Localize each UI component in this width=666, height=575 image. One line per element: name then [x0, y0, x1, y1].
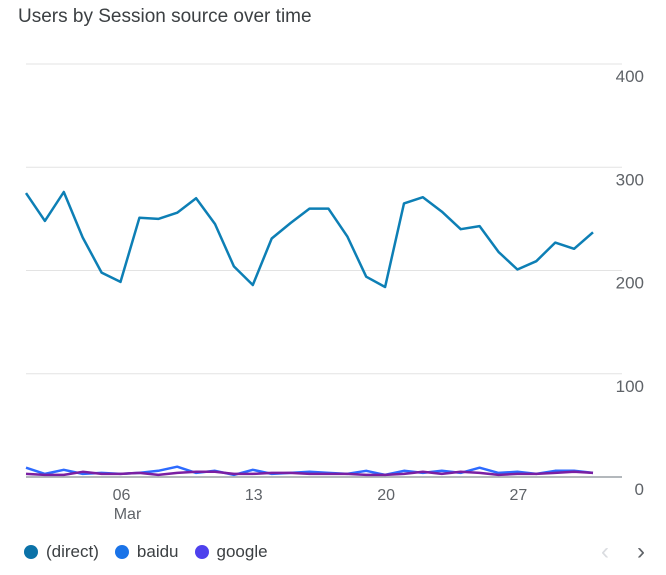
- series-line-google[interactable]: [25, 470, 594, 477]
- legend-label-google: google: [216, 542, 268, 561]
- legend: (direct) baidu google: [24, 542, 284, 562]
- legend-label-baidu: baidu: [136, 542, 179, 561]
- series-lines: [24, 190, 594, 477]
- previous-page-chevron-icon[interactable]: ‹: [601, 538, 609, 565]
- legend-item-baidu[interactable]: baidu: [114, 542, 179, 562]
- legend-swatch-google: [194, 545, 209, 559]
- y-axis-tick-label: 100: [616, 377, 644, 396]
- legend-swatch-baidu: [114, 545, 129, 559]
- legend-item-google[interactable]: google: [194, 542, 268, 562]
- y-axis-tick-labels: 400 300 200 100 0: [616, 67, 644, 499]
- x-axis-tick-labels: 06 Mar 13 20 27: [113, 487, 528, 523]
- x-axis-tick-label: 27: [510, 487, 528, 504]
- y-axis-tick-label: 300: [616, 170, 644, 189]
- x-axis-tick-label: 06: [113, 487, 131, 504]
- x-axis-tick-label: 20: [377, 487, 395, 504]
- series-line-direct[interactable]: [24, 190, 594, 289]
- legend-item-direct[interactable]: (direct): [24, 542, 99, 562]
- legend-swatch-direct: [24, 545, 38, 559]
- y-axis-tick-label: 400: [616, 67, 644, 86]
- x-axis-month-label: Mar: [114, 506, 142, 523]
- x-axis-tick-label: 13: [245, 487, 263, 504]
- y-axis-tick-label: 200: [616, 274, 644, 293]
- next-page-chevron-icon[interactable]: ›: [637, 538, 645, 565]
- chart-title: Users by Session source over time: [18, 6, 312, 27]
- gridlines: [26, 63, 622, 478]
- line-chart: 400 300 200 100 0 06 Mar 13 20 27: [24, 63, 644, 523]
- legend-label-direct: (direct): [46, 542, 99, 561]
- legend-pager: ‹ ›: [580, 538, 652, 566]
- y-axis-tick-label: 0: [635, 480, 644, 499]
